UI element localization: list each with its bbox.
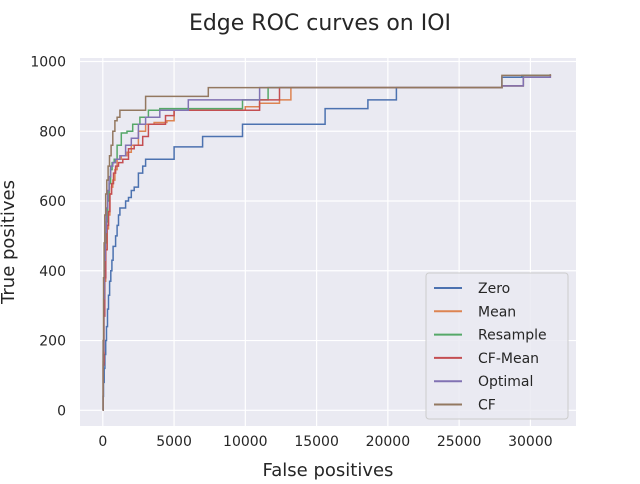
x-tick-label: 5000 <box>156 434 192 450</box>
chart-title: Edge ROC curves on IOI <box>189 11 451 36</box>
legend-label: CF <box>478 398 496 414</box>
x-tick-label: 25000 <box>437 434 482 450</box>
x-tick-labels: 0 5000 10000 15000 20000 25000 30000 <box>98 434 552 450</box>
y-tick-labels: 0 200 400 600 800 1000 <box>30 54 66 419</box>
y-tick-label: 800 <box>39 124 66 140</box>
y-tick-label: 400 <box>39 264 66 280</box>
x-tick-label: 30000 <box>508 434 553 450</box>
y-axis-label: True positives <box>0 180 19 305</box>
x-tick-label: 0 <box>98 434 107 450</box>
x-tick-label: 10000 <box>223 434 268 450</box>
legend: Zero Mean Resample CF-Mean Optimal CF <box>425 272 569 420</box>
series-line-zero <box>102 74 552 412</box>
x-tick-label: 20000 <box>366 434 411 450</box>
legend-label: Zero <box>478 281 510 297</box>
series-layer <box>102 74 552 412</box>
x-tick-label: 15000 <box>294 434 339 450</box>
legend-label: Resample <box>478 328 547 344</box>
legend-label: Optimal <box>478 374 533 390</box>
series-line-cf <box>102 74 552 412</box>
legend-box <box>425 272 569 420</box>
grid-lines <box>80 58 576 426</box>
y-tick-label: 200 <box>39 334 66 350</box>
legend-label: Mean <box>478 304 516 320</box>
y-tick-label: 0 <box>57 403 66 419</box>
y-tick-label: 1000 <box>30 54 66 70</box>
x-axis-label: False positives <box>263 460 394 480</box>
y-tick-label: 600 <box>39 194 66 210</box>
legend-label: CF-Mean <box>478 351 539 367</box>
series-line-optimal <box>102 74 552 412</box>
